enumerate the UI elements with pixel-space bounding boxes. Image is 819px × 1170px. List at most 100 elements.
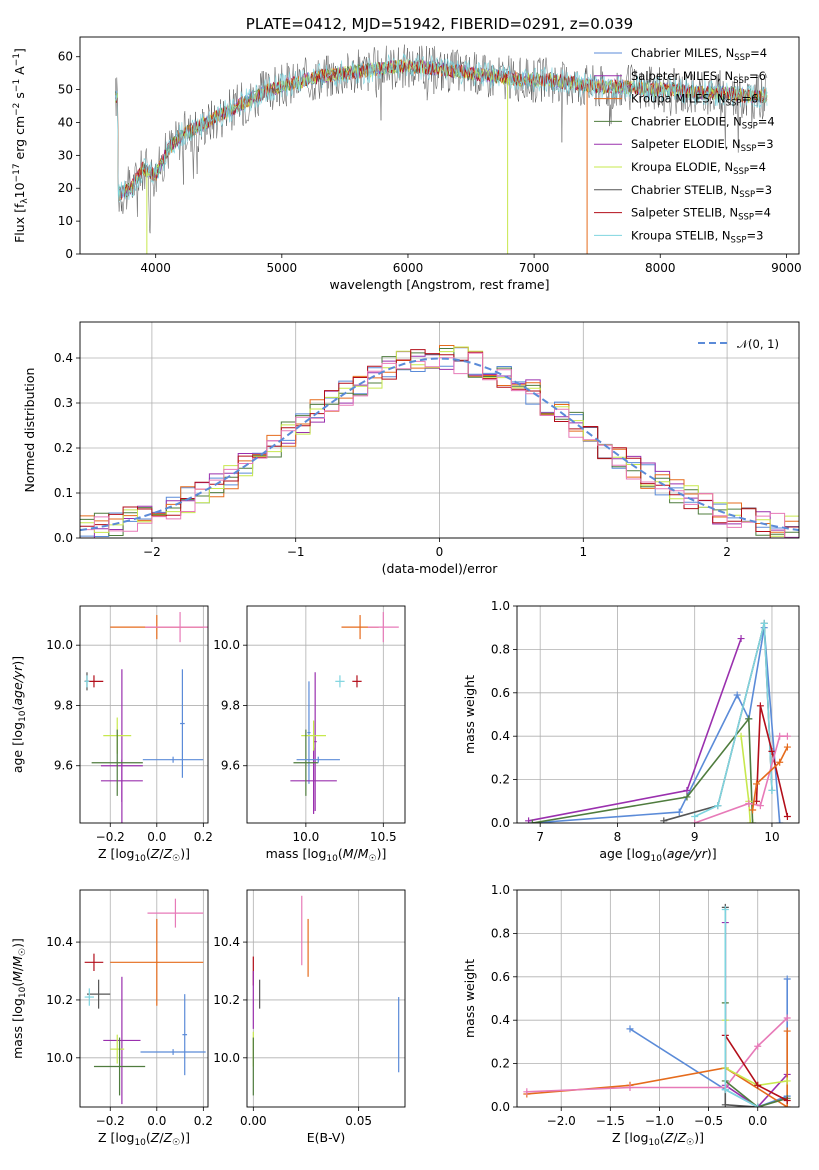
x-tick-label: 0.00: [240, 1114, 267, 1128]
weight-marker: [783, 1077, 791, 1085]
x-tick-label: 5000: [267, 261, 298, 275]
residual-histogram-salpeter_elodie: [80, 349, 799, 538]
error-bar-point: [142, 756, 204, 763]
x-tick-label: 4000: [140, 261, 171, 275]
residual-histogram-kroupa_elodie: [80, 346, 799, 537]
axes-frame: [246, 605, 406, 824]
weight-marker: [626, 1083, 634, 1091]
x-tick-label: 0.05: [345, 1114, 372, 1128]
chart-title: PLATE=0412, MJD=51942, FIBERID=0291, z=0…: [246, 15, 633, 33]
weight-marker: [783, 743, 791, 751]
mass_vs_EBV-plot-area: [252, 895, 400, 1096]
y-tick-label: 0.2: [54, 441, 73, 455]
residual-histogram-pink: [80, 352, 799, 538]
weight_vs_age-plot-area: [525, 619, 791, 823]
axes-frame: [246, 889, 406, 1108]
weight-marker: [754, 1042, 762, 1050]
error-bar-point: [103, 976, 141, 1105]
x-tick-label: 8: [614, 830, 622, 844]
y-tick-label: 0.0: [54, 531, 73, 545]
x-axis-label: age [log10(age/yr)]: [599, 846, 716, 864]
weight-marker: [783, 732, 791, 740]
y-tick-label: 1.0: [491, 883, 510, 897]
x-tick-label: 0: [436, 545, 444, 559]
y-axis-label: age [log10(age/yr)]: [10, 656, 28, 773]
weight-marker: [768, 786, 776, 794]
error-bar-point: [86, 979, 111, 1009]
y-tick-label: 9.6: [54, 759, 73, 773]
y-tick-label: 40: [58, 115, 73, 129]
y-tick-label: 0.2: [491, 773, 510, 787]
error-bar-point: [180, 669, 185, 778]
x-tick-label: 10.5: [370, 830, 397, 844]
y-tick-label: 0.6: [491, 686, 510, 700]
weight-marker: [523, 1088, 531, 1096]
x-tick-label: 0.2: [194, 1114, 213, 1128]
weight-marker: [691, 819, 699, 823]
x-tick-label: 0.0: [147, 1114, 166, 1128]
x-tick-label: −1: [287, 545, 305, 559]
weight-marker: [626, 1025, 634, 1033]
weight-marker: [691, 812, 699, 820]
weight-marker: [683, 786, 691, 794]
error-bar-point: [84, 988, 94, 1006]
legend-entry: Kroupa STELIB, NSSP=3: [631, 228, 763, 245]
error-bar-point: [293, 729, 319, 796]
x-tick-label: 9000: [771, 261, 802, 275]
y-tick-label: 9.8: [221, 698, 240, 712]
y-tick-label: 50: [58, 83, 73, 97]
y-tick-label: 0.0: [491, 816, 510, 830]
weight-marker: [721, 906, 729, 914]
weight-marker: [756, 702, 764, 710]
y-tick-label: 0.4: [491, 729, 510, 743]
mass_vs_Z-panel: −0.2 0.0 0.2 10.0 10.2 10.4 Z [log10(Z/Z☉)] mas…: [10, 889, 213, 1148]
age_vs_Z-plot-area: [84, 612, 208, 823]
error-bar-point: [335, 675, 345, 688]
y-axis-label: Normed distribution: [22, 368, 37, 493]
error-bar-point: [100, 759, 143, 802]
weight_vs_Z-plot-area: [523, 903, 791, 1107]
weight-line-salpeter_miles: [724, 922, 788, 1107]
y-tick-label: 0.8: [491, 926, 510, 940]
weight_vs_Z-panel: −2.0 −1.5 −1.0 −0.5 0.0 0.0 0.2 0.4 0.6 0.8 1.0 Z […: [462, 883, 800, 1148]
weight-marker: [756, 802, 764, 810]
error-bar-point: [367, 612, 399, 643]
error-bar-point: [84, 953, 104, 972]
x-tick-label: 9: [691, 830, 699, 844]
legend-entry: Chabrier STELIB, NSSP=3: [631, 183, 772, 200]
y-tick-label: 10.4: [213, 935, 240, 949]
y-axis-label: mass weight: [462, 959, 477, 1038]
y-tick-label: 0.1: [54, 486, 73, 500]
weight-marker: [760, 619, 768, 627]
weight-marker: [776, 819, 784, 823]
y-tick-label: 10.4: [46, 935, 73, 949]
weight-marker: [737, 732, 745, 740]
x-tick-label: 2: [723, 545, 731, 559]
weight-marker: [749, 806, 757, 814]
legend-entry: Kroupa ELODIE, NSSP=4: [631, 160, 766, 177]
legend-entry: Chabrier MILES, NSSP=4: [631, 46, 767, 63]
y-tick-label: 10: [58, 214, 73, 228]
weight-marker: [737, 635, 745, 643]
x-tick-label: 1: [579, 545, 587, 559]
weight-marker: [783, 1096, 791, 1104]
legend-entry: Salpeter MILES, NSSP=6: [631, 69, 766, 86]
x-tick-label: −1.5: [596, 1114, 625, 1128]
y-tick-label: 60: [58, 50, 73, 64]
weight-marker: [749, 819, 757, 823]
age_vs_mass-plot-area: [290, 612, 399, 814]
y-axis-label: mass weight: [462, 675, 477, 754]
weight-marker: [745, 799, 753, 807]
y-tick-label: 0: [65, 247, 73, 261]
mass_vs_Z-plot-area: [84, 898, 206, 1105]
error-bar-point: [110, 1034, 125, 1064]
x-tick-label: 0.2: [194, 830, 213, 844]
weight-line-kroupa_miles: [526, 1031, 788, 1107]
weight-marker: [746, 819, 754, 823]
x-axis-label: mass [log10(M/M☉)]: [266, 846, 387, 864]
weight-marker: [783, 975, 791, 983]
legend-entry: Kroupa MILES, NSSP=6: [631, 92, 758, 109]
legend-entry: 𝒩(0, 1): [737, 337, 779, 351]
error-bar-point: [91, 729, 143, 796]
